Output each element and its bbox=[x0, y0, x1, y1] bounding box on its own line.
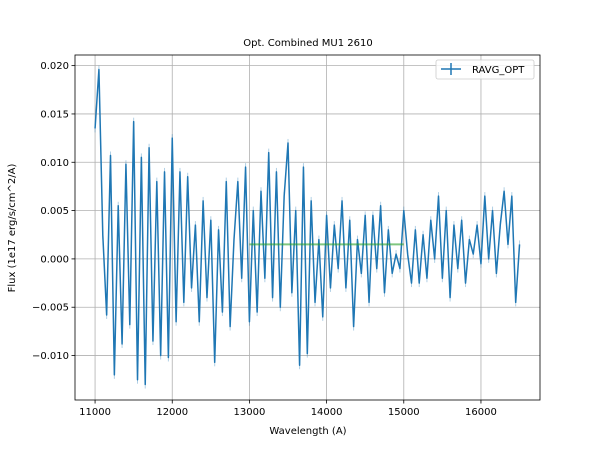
chart-title: Opt. Combined MU1 2610 bbox=[243, 38, 372, 49]
x-axis-label: Wavelength (A) bbox=[269, 426, 346, 437]
legend: RAVG_OPT bbox=[435, 59, 535, 80]
legend-entry: RAVG_OPT bbox=[472, 65, 525, 76]
plot-frame bbox=[74, 54, 541, 401]
x-tick-label: 14000 bbox=[311, 407, 343, 418]
y-tick-label: 0.020 bbox=[40, 61, 69, 72]
x-tick-label: 12000 bbox=[156, 407, 188, 418]
y-tick-label: 0.010 bbox=[40, 158, 69, 169]
y-tick-label: −0.010 bbox=[32, 351, 69, 362]
x-tick-label: 16000 bbox=[465, 407, 497, 418]
x-tick-label: 11000 bbox=[79, 407, 111, 418]
y-tick-label: −0.005 bbox=[32, 303, 69, 314]
y-axis-label: Flux (1e17 erg/s/cm^2/A) bbox=[7, 164, 18, 293]
y-tick-label: 0.015 bbox=[40, 109, 69, 120]
x-tick-label: 15000 bbox=[388, 407, 420, 418]
x-tick-label: 13000 bbox=[234, 407, 266, 418]
legend-box bbox=[435, 59, 535, 80]
series-layer bbox=[94, 65, 521, 389]
y-tick-label: 0.005 bbox=[40, 206, 69, 217]
y-tick-label: 0.000 bbox=[40, 254, 69, 265]
ticks: 11000 12000 13000 14000 15000 16000 −0.010 −0.0… bbox=[32, 61, 497, 418]
